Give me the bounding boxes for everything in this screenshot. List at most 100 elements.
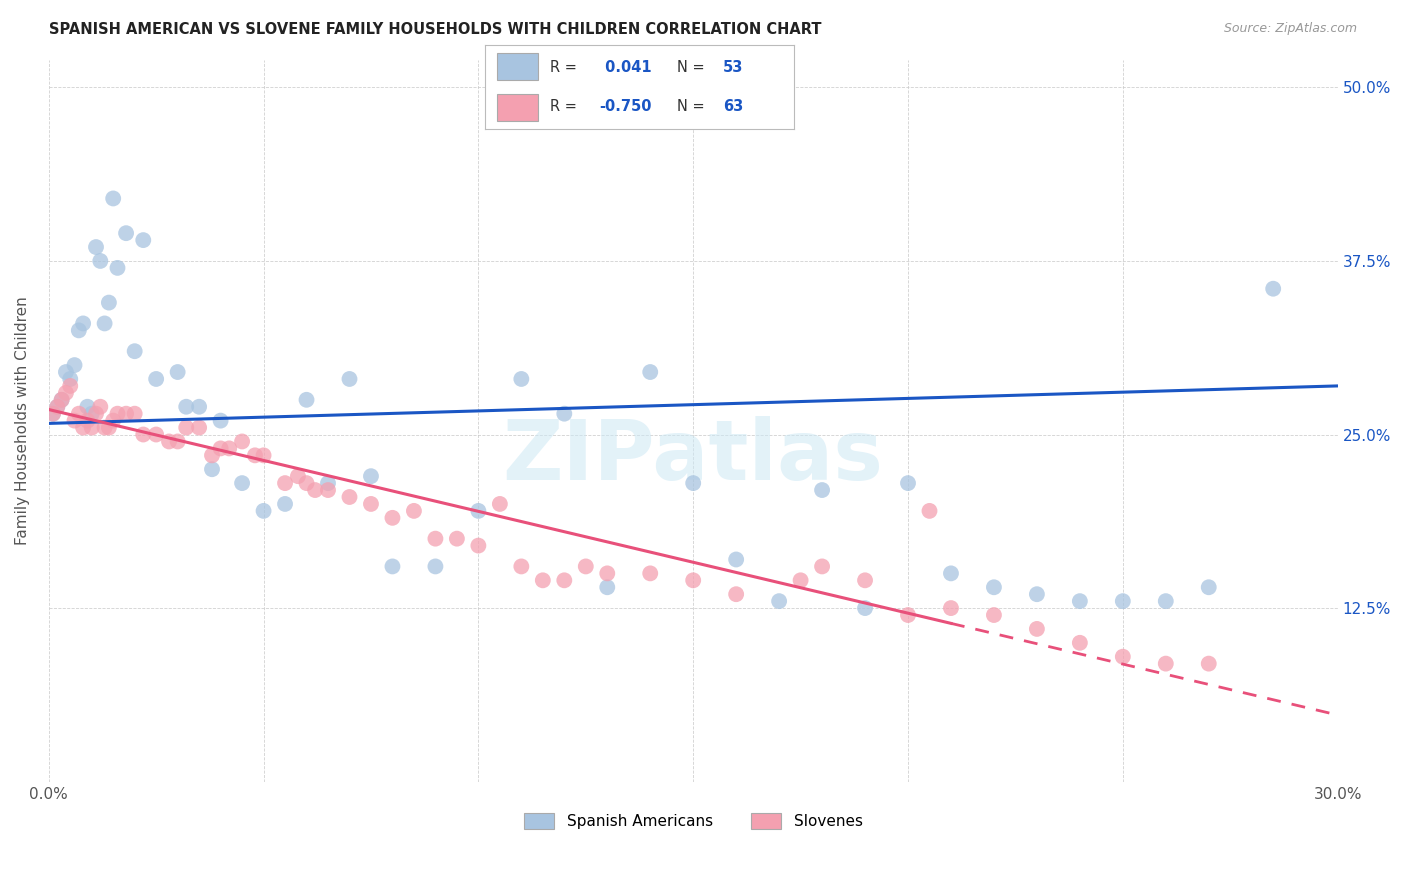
Text: N =: N = (676, 99, 709, 114)
Point (853, 574, 876, 588)
Point (768, 594, 790, 608)
Point (174, 400, 197, 414)
Point (132, 427, 155, 442)
Point (1198, 580, 1220, 594)
Point (489, 497, 512, 511)
Point (166, 434, 188, 449)
Point (89, 400, 111, 414)
Point (1263, 282, 1285, 296)
Legend: Spanish Americans, Slovenes: Spanish Americans, Slovenes (517, 807, 869, 836)
Point (939, 601, 962, 615)
Point (80, 420, 103, 434)
Point (84, 240, 107, 254)
Point (103, 191, 125, 205)
Point (381, 511, 404, 525)
Point (252, 448, 274, 462)
Point (209, 414, 232, 428)
Point (46, 400, 69, 414)
Point (939, 566, 962, 581)
Point (188, 420, 211, 434)
Point (1154, 657, 1177, 671)
Point (76, 414, 98, 428)
Point (1069, 594, 1091, 608)
Point (510, 559, 533, 574)
Point (252, 504, 274, 518)
Point (201, 448, 224, 462)
Point (51, 392, 73, 407)
Point (811, 559, 834, 574)
Point (107, 260, 129, 275)
Point (274, 497, 297, 511)
Point (145, 372, 167, 386)
Point (638, 365, 661, 379)
Point (304, 483, 326, 497)
Point (243, 448, 266, 462)
Point (467, 504, 489, 518)
Point (107, 407, 129, 421)
Point (67, 323, 90, 337)
Point (918, 504, 941, 518)
Point (132, 233, 155, 247)
Point (59, 372, 82, 386)
Point (55, 385, 77, 400)
Point (425, 559, 447, 574)
Point (97, 420, 120, 434)
Point (63, 358, 86, 372)
Point (124, 344, 146, 359)
Point (1198, 657, 1220, 671)
Point (72, 317, 94, 331)
Text: 63: 63 (723, 99, 744, 114)
Point (89, 254, 111, 268)
Point (157, 434, 180, 449)
Point (63, 414, 86, 428)
Point (287, 469, 309, 483)
Point (46, 400, 69, 414)
Point (381, 559, 404, 574)
Point (1025, 587, 1047, 601)
Point (42, 407, 65, 421)
Point (531, 574, 554, 588)
Point (84, 407, 107, 421)
Point (682, 476, 704, 491)
Point (231, 476, 253, 491)
Point (725, 552, 748, 566)
Point (467, 539, 489, 553)
Point (295, 392, 318, 407)
Point (596, 566, 619, 581)
Point (425, 532, 447, 546)
Point (725, 587, 748, 601)
Y-axis label: Family Households with Children: Family Households with Children (15, 296, 30, 545)
Point (93, 317, 115, 331)
Point (339, 490, 361, 504)
Point (553, 407, 575, 421)
Text: N =: N = (676, 60, 709, 75)
Point (575, 559, 598, 574)
Point (295, 476, 318, 491)
Point (897, 607, 920, 622)
Point (983, 607, 1005, 622)
Point (983, 580, 1005, 594)
Text: ZIPatlas: ZIPatlas (503, 417, 884, 497)
Point (638, 566, 661, 581)
Point (145, 427, 167, 442)
Point (76, 400, 98, 414)
Point (274, 476, 297, 491)
Point (209, 442, 232, 456)
Point (80, 407, 103, 421)
FancyBboxPatch shape (498, 54, 537, 80)
Point (42, 407, 65, 421)
Point (174, 420, 197, 434)
Point (446, 532, 468, 546)
FancyBboxPatch shape (498, 94, 537, 120)
Point (1154, 594, 1177, 608)
Point (339, 372, 361, 386)
Point (93, 420, 115, 434)
Point (103, 414, 125, 428)
Point (897, 476, 920, 491)
Point (553, 574, 575, 588)
Text: -0.750: -0.750 (599, 99, 652, 114)
Point (166, 365, 188, 379)
Text: SPANISH AMERICAN VS SLOVENE FAMILY HOUSEHOLDS WITH CHILDREN CORRELATION CHART: SPANISH AMERICAN VS SLOVENE FAMILY HOUSE… (49, 22, 821, 37)
Point (97, 295, 120, 310)
Point (682, 574, 704, 588)
